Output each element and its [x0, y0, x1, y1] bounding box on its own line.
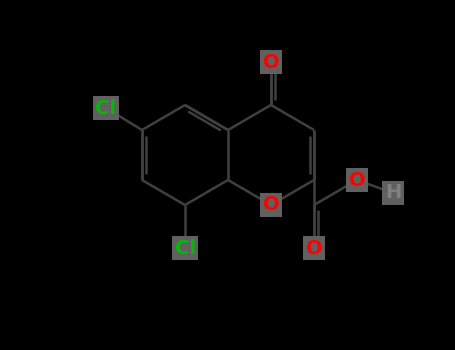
- Text: O: O: [263, 196, 279, 215]
- Text: H: H: [385, 183, 401, 203]
- Text: O: O: [263, 52, 279, 71]
- Text: O: O: [306, 238, 322, 258]
- Text: Cl: Cl: [175, 238, 196, 258]
- Text: Cl: Cl: [96, 98, 116, 118]
- Text: O: O: [349, 170, 365, 189]
